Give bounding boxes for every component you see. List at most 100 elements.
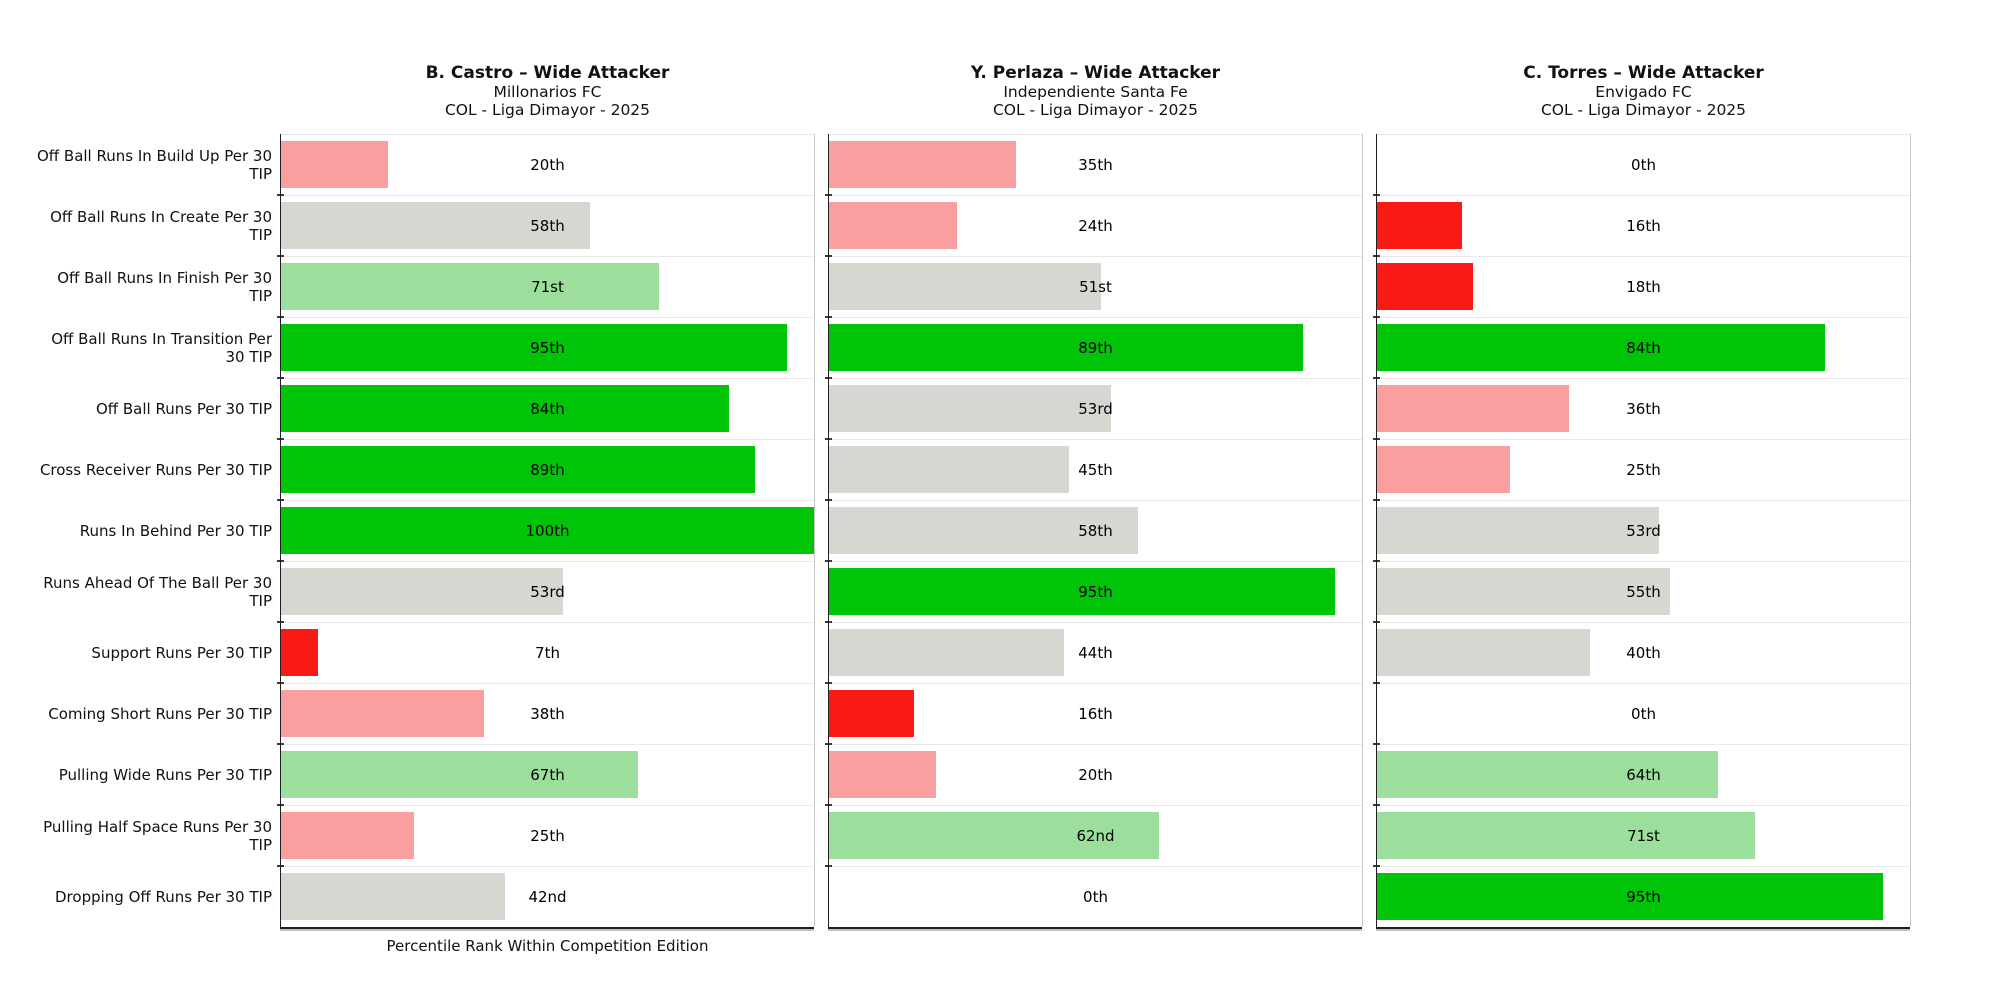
row-separator — [829, 195, 1362, 196]
player-name-title: Y. Perlaza – Wide Attacker — [970, 63, 1221, 83]
percentile-bar — [281, 324, 788, 371]
percentile-value-label: 53rd — [1078, 399, 1113, 418]
competition-subtitle: COL - Liga Dimayor - 2025 — [992, 101, 1199, 119]
row-separator — [829, 683, 1362, 684]
percentile-bar — [1377, 568, 1671, 615]
percentile-bar — [281, 507, 814, 554]
percentile-value-label: 84th — [1626, 338, 1661, 357]
percentile-value-label: 95th — [1078, 582, 1113, 601]
percentile-value-label: 25th — [1626, 460, 1661, 479]
percentile-bar — [829, 385, 1112, 432]
percentile-bar — [281, 202, 591, 249]
percentile-bar — [1377, 507, 1660, 554]
row-separator — [829, 561, 1362, 562]
percentile-bar — [281, 873, 505, 920]
row-separator — [281, 134, 814, 135]
percentile-value-label: 71st — [531, 277, 564, 296]
percentile-bar — [829, 263, 1101, 310]
metric-label: Coming Short Runs Per 30 TIP — [36, 683, 272, 744]
percentile-value-label: 58th — [1078, 521, 1113, 540]
competition-subtitle: COL - Liga Dimayor - 2025 — [1540, 101, 1747, 119]
metric-label-text: Support Runs Per 30 TIP — [91, 643, 272, 662]
percentile-bar — [281, 263, 660, 310]
row-separator — [829, 378, 1362, 379]
percentile-bar — [829, 507, 1139, 554]
percentile-value-label: 55th — [1626, 582, 1661, 601]
row-separator — [829, 134, 1362, 135]
row-separator — [1377, 317, 1910, 318]
chart-header: B. Castro – Wide Attacker Millonarios FC C… — [281, 64, 814, 120]
metric-label: Off Ball Runs In Build Up Per 30 TIP — [36, 134, 272, 195]
row-separator — [281, 561, 814, 562]
metric-label-text: Off Ball Runs In Create Per 30 TIP — [50, 207, 272, 244]
percentile-bar — [281, 629, 319, 676]
percentile-bar — [281, 751, 639, 798]
metric-label: Off Ball Runs Per 30 TIP — [36, 378, 272, 439]
percentile-value-label: 95th — [1626, 887, 1661, 906]
metric-label: Pulling Wide Runs Per 30 TIP — [36, 744, 272, 805]
percentile-value-label: 89th — [1078, 338, 1113, 357]
percentile-bar — [1377, 873, 1884, 920]
percentile-value-label: 40th — [1626, 643, 1661, 662]
percentile-value-label: 45th — [1078, 460, 1113, 479]
row-separator — [281, 683, 814, 684]
percentile-value-label: 67th — [530, 765, 565, 784]
row-separator — [281, 744, 814, 745]
row-separator — [1377, 805, 1910, 806]
metric-label-text: Off Ball Runs In Finish Per 30 TIP — [57, 268, 272, 305]
row-separator — [829, 317, 1362, 318]
metric-label-text: Coming Short Runs Per 30 TIP — [48, 704, 272, 723]
row-separator — [281, 866, 814, 867]
percentile-bar — [1377, 751, 1719, 798]
percentile-value-label: 53rd — [530, 582, 565, 601]
percentile-value-label: 71st — [1627, 826, 1660, 845]
percentile-value-label: 20th — [530, 155, 565, 174]
percentile-bar — [829, 568, 1336, 615]
row-separator — [281, 317, 814, 318]
percentile-bar — [281, 385, 729, 432]
percentile-value-label: 16th — [1078, 704, 1113, 723]
percentile-bar — [1377, 812, 1756, 859]
right-spine — [1910, 134, 1911, 927]
row-separator — [1377, 195, 1910, 196]
metric-label: Off Ball Runs In Create Per 30 TIP — [36, 195, 272, 256]
percentile-bar — [829, 324, 1304, 371]
row-separator — [829, 866, 1362, 867]
percentile-bar — [281, 568, 564, 615]
percentile-bar — [281, 812, 415, 859]
row-separator — [1377, 134, 1910, 135]
percentile-bar — [1377, 324, 1825, 371]
x-axis-spine — [279, 927, 814, 929]
row-separator — [281, 439, 814, 440]
percentile-value-label: 7th — [535, 643, 560, 662]
metric-label-text: Pulling Half Space Runs Per 30 TIP — [43, 817, 272, 854]
percentile-value-label: 53rd — [1626, 521, 1661, 540]
percentile-value-label: 25th — [530, 826, 565, 845]
player-name-title: C. Torres – Wide Attacker — [1523, 63, 1764, 83]
y-axis-spine — [279, 134, 281, 927]
percentile-bar — [829, 812, 1160, 859]
metric-label-text: Off Ball Runs In Transition Per 30 TIP — [51, 329, 272, 366]
chart-header: C. Torres – Wide Attacker Envigado FC COL … — [1377, 64, 1910, 120]
percentile-value-label: 0th — [1631, 155, 1656, 174]
metric-label: Dropping Off Runs Per 30 TIP — [36, 866, 272, 927]
metric-label: Runs In Behind Per 30 TIP — [36, 500, 272, 561]
metric-label: Cross Receiver Runs Per 30 TIP — [36, 439, 272, 500]
team-name-subtitle: Millonarios FC — [493, 82, 602, 101]
row-separator — [829, 256, 1362, 257]
right-spine — [814, 134, 815, 927]
metric-label: Runs Ahead Of The Ball Per 30 TIP — [36, 561, 272, 622]
row-separator — [281, 256, 814, 257]
metric-label: Pulling Half Space Runs Per 30 TIP — [36, 805, 272, 866]
percentile-bar — [281, 141, 388, 188]
y-axis-spine — [1375, 134, 1377, 927]
row-separator — [281, 195, 814, 196]
row-separator — [1377, 683, 1910, 684]
chart-header: Y. Perlaza – Wide Attacker Independiente … — [829, 64, 1362, 120]
team-name-subtitle: Independiente Santa Fe — [1003, 82, 1188, 101]
metric-label: Off Ball Runs In Transition Per 30 TIP — [36, 317, 272, 378]
row-separator — [1377, 622, 1910, 623]
percentile-bar — [829, 690, 915, 737]
percentile-value-label: 95th — [530, 338, 565, 357]
